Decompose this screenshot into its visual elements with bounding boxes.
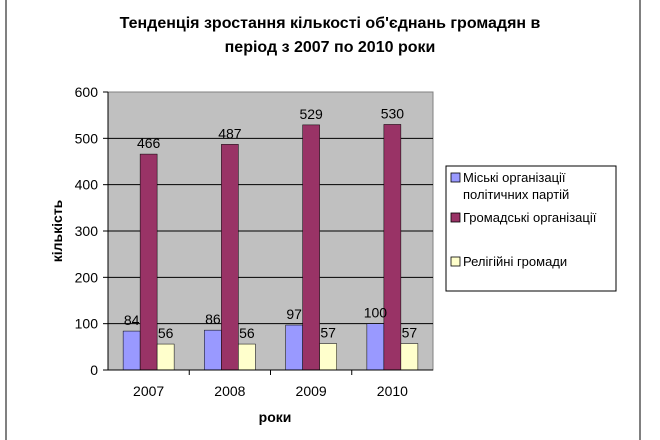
bar	[221, 144, 239, 371]
y-tick-label: 400	[75, 177, 99, 193]
x-tick-label: 2009	[296, 383, 327, 399]
bar	[204, 329, 222, 371]
bar-value-label: 84	[124, 312, 140, 328]
bar	[238, 343, 256, 371]
x-tick-label: 2007	[133, 383, 164, 399]
x-axis-label: роки	[259, 409, 292, 425]
y-tick-label: 200	[75, 269, 99, 285]
bar-value-label: 466	[137, 135, 161, 151]
bar-value-label: 100	[364, 305, 388, 321]
chart-title-line-2: період з 2007 по 2010 роки	[225, 39, 436, 56]
bar	[319, 343, 337, 371]
bar-value-label: 530	[381, 105, 405, 121]
bar	[156, 343, 175, 371]
y-tick-label: 300	[75, 223, 99, 239]
chart-title-line-1: Тенденція зростання кількості об'єднань …	[120, 15, 541, 32]
bar-value-label: 56	[239, 325, 255, 341]
bar-value-label: 529	[299, 106, 323, 122]
legend: Міські організації політичних партій Грома…	[450, 170, 597, 269]
bars	[122, 124, 419, 371]
legend-label: Громадські організації	[463, 210, 597, 225]
y-axis-ticks: 0 100 200 300 400 500 600	[75, 84, 108, 378]
bar	[285, 324, 303, 371]
y-tick-label: 500	[75, 130, 99, 146]
legend-swatch	[450, 172, 461, 183]
bar-value-label: 56	[158, 325, 174, 341]
bar	[366, 323, 385, 371]
bar	[139, 153, 158, 371]
y-tick-label: 100	[75, 316, 99, 332]
x-tick-label: 2008	[214, 383, 245, 399]
bar-value-label: 97	[286, 306, 302, 322]
bar	[302, 124, 320, 371]
legend-label: Релігійні громади	[463, 254, 567, 269]
bar	[383, 124, 402, 371]
legend-label: політичних партій	[463, 187, 569, 202]
legend-swatch	[450, 256, 461, 267]
bar	[400, 343, 419, 371]
bar-value-label: 487	[218, 125, 242, 141]
gridlines	[108, 137, 433, 325]
legend-swatch	[450, 212, 461, 223]
x-tick-label: 2010	[377, 383, 408, 399]
y-tick-label: 0	[90, 362, 98, 378]
bar-labels: 84 466 56 86 487 56 97 529 57 100 530 57	[124, 105, 418, 341]
y-tick-label: 600	[75, 84, 99, 100]
legend-box	[445, 165, 617, 292]
y-axis-label: кількість	[49, 199, 65, 262]
x-axis-ticks: 2007 2008 2009 2010	[133, 370, 408, 399]
legend-label: Міські організації	[463, 170, 566, 185]
bar-value-label: 86	[205, 311, 221, 327]
bar-value-label: 57	[320, 325, 336, 341]
bar-value-label: 57	[402, 325, 418, 341]
bar	[122, 330, 141, 371]
